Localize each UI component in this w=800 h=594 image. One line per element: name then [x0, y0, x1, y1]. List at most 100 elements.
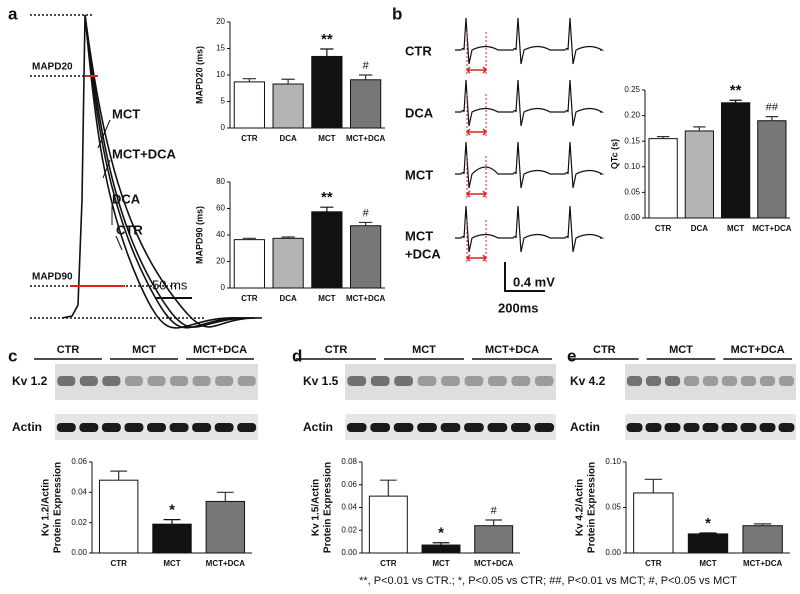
bar [648, 138, 678, 219]
panel-text: b [392, 4, 402, 23]
cat-text: DCA [279, 134, 297, 143]
cat-text: MCT [132, 344, 156, 356]
error-bar [242, 78, 257, 82]
ann-text: ** [730, 82, 742, 99]
band [370, 376, 390, 386]
ann-text: ## [766, 102, 779, 114]
big-text: 200ms [498, 300, 538, 315]
cat-text: CTR [241, 294, 258, 303]
cat-text: MCT [432, 559, 449, 568]
cat-text: MCT+DCA [346, 134, 386, 143]
band [346, 423, 367, 432]
ann-text: # [363, 207, 370, 219]
ann-text: * [438, 525, 444, 542]
bar [233, 81, 265, 129]
label-pointers [97, 119, 123, 251]
error-bar [765, 116, 779, 121]
band [440, 423, 461, 432]
error-bar [358, 221, 373, 226]
band [79, 423, 99, 432]
bar [205, 500, 246, 554]
big-text: 50 ms [152, 277, 188, 292]
tick-text: 0.02 [341, 525, 357, 534]
cat-text: MCT [412, 344, 436, 356]
band [740, 376, 757, 386]
ann-text: * [705, 515, 711, 532]
tick-text: 20 [216, 17, 225, 26]
band [683, 376, 700, 386]
cat-text: MCT+DCA [206, 559, 246, 568]
error-bar [242, 237, 257, 240]
bar [368, 495, 408, 554]
big-text: +DCA [405, 246, 441, 261]
big-text: MCT [112, 106, 140, 121]
qt-arrow [465, 66, 488, 74]
band [683, 423, 700, 432]
cat-text: CTR [593, 344, 616, 356]
bar [684, 130, 715, 219]
big-text: CTR [405, 43, 432, 58]
big-text: Actin [12, 420, 42, 434]
tick-text: 15 [216, 44, 225, 53]
bar [742, 525, 783, 554]
band [645, 376, 662, 386]
band [124, 423, 144, 432]
error-bar [729, 99, 742, 103]
band [417, 423, 437, 432]
tick-text: 0.06 [341, 480, 357, 489]
band [702, 376, 719, 386]
band [487, 423, 508, 432]
qt-arrow [465, 190, 488, 198]
cat-text: DCA [691, 224, 709, 233]
band [664, 376, 681, 386]
tick-text: 0.04 [341, 503, 357, 512]
bar [757, 120, 787, 219]
big-text: MCT [405, 167, 433, 182]
tick-text: 0 [221, 283, 226, 292]
band [347, 376, 367, 386]
big-text: DCA [112, 191, 141, 206]
cat-text: MCT [318, 134, 335, 143]
ann-text: # [363, 60, 370, 72]
tick-text: 0.05 [605, 503, 621, 512]
cat-text: CTR [110, 559, 127, 568]
error-bar [644, 478, 662, 493]
bar [633, 492, 674, 554]
band [740, 423, 757, 432]
error-bar [699, 532, 717, 534]
error-bar [320, 206, 334, 212]
cat-text: MCT [318, 294, 335, 303]
panel-text: d [292, 346, 302, 365]
error-bar [432, 542, 450, 546]
tick-text: 5 [221, 97, 226, 106]
band [101, 423, 121, 432]
cat-text: MCT+DCA [346, 294, 386, 303]
tick-text: **, P<0.01 vs CTR.; *, P<0.05 vs CTR; ##… [359, 575, 737, 587]
tick-text: 0.06 [71, 457, 87, 466]
tick-text: 0.10 [624, 162, 640, 171]
band [192, 376, 211, 386]
big-text: CTR [116, 222, 143, 237]
panel-text: c [8, 346, 17, 365]
cat-text: MCT+DCA [485, 344, 539, 356]
tick-text: 0.00 [341, 548, 357, 557]
ylab-text: QTc (s) [609, 139, 619, 169]
tick-text: 0.00 [605, 548, 621, 557]
tick-text: 0.00 [624, 213, 640, 222]
bar [421, 544, 461, 554]
band [393, 423, 414, 432]
bar [687, 533, 729, 554]
band [759, 423, 776, 432]
error-bar [163, 519, 181, 525]
band [534, 376, 554, 386]
tick-text: MAPD20 [32, 62, 73, 73]
ylab-text: MAPD20 (ms) [194, 46, 204, 104]
error-bar [379, 479, 397, 497]
band [645, 423, 662, 432]
ecg-trace [455, 141, 605, 189]
bar [272, 237, 304, 289]
tick-text: 0.05 [624, 188, 640, 197]
cat-text: CTR [655, 224, 672, 233]
cat-text: CTR [645, 559, 662, 568]
